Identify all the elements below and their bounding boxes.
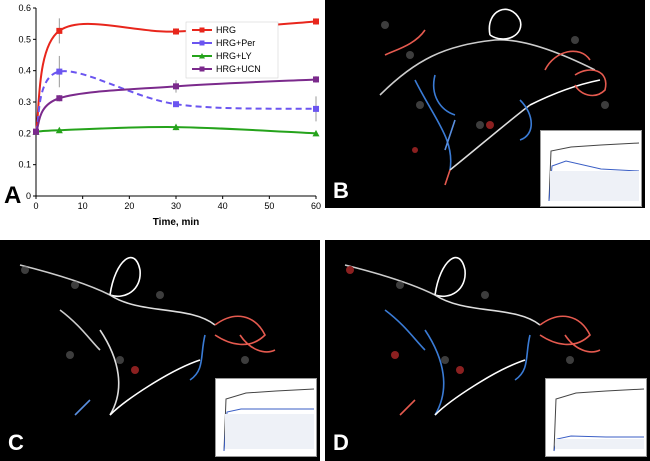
legend-marker bbox=[199, 66, 205, 72]
network-panel-c: C bbox=[0, 240, 320, 461]
data-point bbox=[56, 27, 63, 34]
inset-plot-d bbox=[545, 378, 647, 457]
data-point bbox=[56, 95, 63, 102]
legend-label: HRG+UCN bbox=[216, 64, 261, 74]
data-point bbox=[313, 76, 319, 83]
data-point bbox=[313, 18, 319, 25]
x-axis-label: Time, min bbox=[153, 217, 200, 228]
line-chart: 0 10 20 30 40 50 60 0 0.1 0.2 0.3 0.4 0.5 0.6 Time, mi… bbox=[18, 3, 321, 228]
inset-plot-c bbox=[215, 378, 317, 457]
data-point bbox=[173, 101, 179, 108]
y-tick-label: 0.4 bbox=[18, 66, 31, 76]
series-line-2 bbox=[35, 126, 317, 135]
panel-label-c: C bbox=[8, 430, 24, 455]
x-tick-label: 50 bbox=[264, 201, 274, 211]
panel-label-d: D bbox=[333, 430, 349, 455]
legend-label: HRG+Per bbox=[216, 38, 255, 48]
y-tick-label: 0.5 bbox=[18, 34, 31, 44]
panel-label-a: A bbox=[4, 182, 22, 209]
network-diagram-b bbox=[379, 8, 609, 186]
x-tick-label: 40 bbox=[218, 201, 228, 211]
inset-plot-b bbox=[540, 130, 642, 207]
network-panel-d: D bbox=[325, 240, 650, 461]
panel-label-b: B bbox=[333, 178, 349, 203]
data-point bbox=[313, 105, 319, 112]
y-tick-label: 0.3 bbox=[18, 97, 31, 107]
series-line-1 bbox=[35, 70, 317, 133]
data-point bbox=[56, 68, 63, 75]
legend-marker bbox=[199, 40, 205, 46]
network-panel-b: B bbox=[325, 0, 645, 208]
legend-marker bbox=[199, 53, 205, 59]
x-tick-label: 10 bbox=[78, 201, 88, 211]
legend-label: HRG bbox=[216, 25, 236, 35]
x-tick-label: 60 bbox=[311, 201, 321, 211]
x-tick-label: 30 bbox=[171, 201, 181, 211]
series-line-3 bbox=[35, 78, 317, 133]
y-tick-label: 0.6 bbox=[18, 3, 31, 13]
y-tick-label: 0.1 bbox=[18, 160, 31, 170]
data-point bbox=[55, 126, 63, 134]
network-diagram-d bbox=[344, 256, 601, 416]
y-tick-label: 0.2 bbox=[18, 128, 31, 138]
x-tick-label: 0 bbox=[33, 201, 38, 211]
x-tick-label: 20 bbox=[124, 201, 134, 211]
data-point bbox=[312, 129, 320, 137]
data-point bbox=[173, 28, 179, 35]
data-point bbox=[173, 83, 179, 90]
network-diagram-c bbox=[19, 256, 276, 416]
data-point bbox=[172, 123, 180, 131]
y-tick-label: 0 bbox=[26, 191, 31, 201]
data-point bbox=[33, 128, 39, 135]
legend-marker bbox=[199, 27, 205, 33]
legend-label: HRG+LY bbox=[216, 51, 252, 61]
